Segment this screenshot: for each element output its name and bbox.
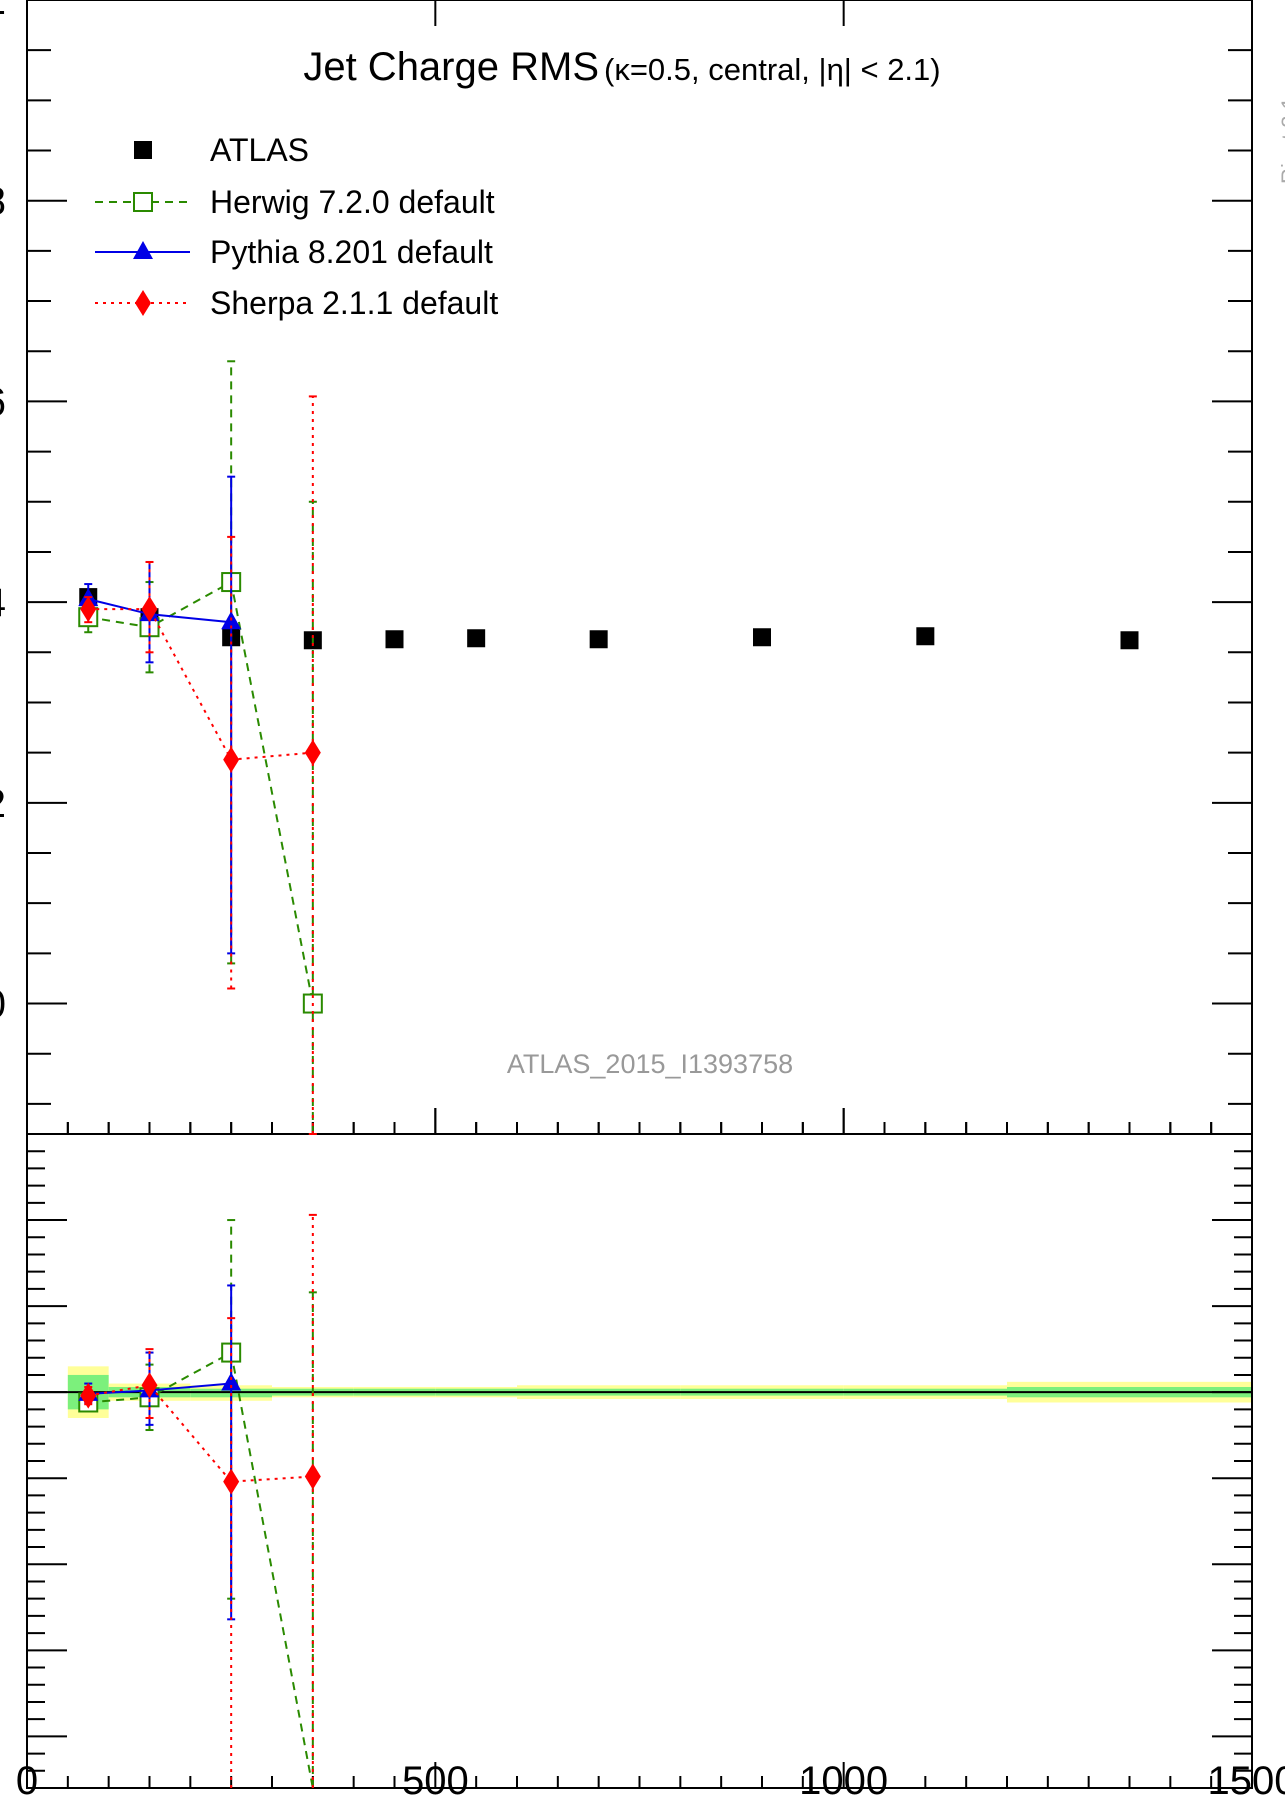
data-point [223,1468,240,1495]
series-atlas [79,588,1139,650]
data-point [589,630,608,649]
x-tick-label: 0 [16,1759,38,1797]
legend-entry: Herwig 7.2.0 default [95,184,495,220]
chart-title-suffix: (κ=0.5, central, |η| < 2.1) [604,52,941,87]
legend-marker [133,241,153,259]
ratio-uncertainty-bands [27,1366,1252,1418]
series-line [88,580,314,1004]
y-tick-label: 1 [0,0,6,23]
legend-label: ATLAS [210,132,309,168]
legend-marker [135,290,151,316]
ratio-panel-series [78,1213,321,1789]
data-point [80,1382,97,1409]
legend: ATLAS Herwig 7.2.0 default Pythia 8.201 de… [95,132,498,321]
y-tick-label: 4 [0,581,6,625]
legend-entry: ATLAS [134,132,309,168]
ratio-panel-frame [26,1133,1253,1789]
y-tick-label: 6 [0,380,6,424]
series-line [88,608,313,761]
data-point [916,627,935,646]
series-herwig [78,360,323,1135]
series-line [88,1351,314,1789]
legend-entry: Pythia 8.201 default [95,234,493,270]
x-tick-label: 1500 [1208,1759,1285,1797]
data-point [304,1463,321,1490]
data-point [753,628,771,647]
main-panel-series [78,360,1139,1135]
y-tick-label: 2 [0,782,6,826]
data-point [141,1372,158,1399]
watermark-label: ATLAS_2015_I1393758 [507,1049,793,1079]
x-tick-label: 500 [402,1759,469,1797]
axis-ticks [26,0,1253,1789]
data-point [467,629,486,648]
legend-label: Pythia 8.201 default [210,234,493,270]
ratio-series-sherpa [80,1213,321,1788]
ratio-series-pythia [78,1284,242,1621]
legend-label: Sherpa 2.1.1 default [210,285,498,321]
y-tick-label: 8 [0,180,6,224]
chart-title: Jet Charge RMS [303,45,599,89]
side-note: Rivet 3.1.x [1277,80,1285,184]
series-line [88,598,232,624]
legend-entry: Sherpa 2.1.1 default [95,285,498,321]
legend-marker [134,141,152,159]
data-point [304,739,321,766]
legend-label: Herwig 7.2.0 default [210,184,495,220]
data-point [141,596,158,623]
ratio-series-herwig [78,1219,317,1789]
legend-marker [133,192,153,212]
y-tick-label: 0 [0,983,6,1027]
data-point [1120,631,1139,650]
main-panel-frame [26,0,1253,1135]
series-sherpa [80,395,321,1135]
x-tick-label: 1000 [799,1759,888,1797]
data-point [385,630,404,649]
data-point [221,1372,242,1391]
series-pythia [78,475,242,955]
data-point [80,596,97,623]
data-point [223,746,240,773]
